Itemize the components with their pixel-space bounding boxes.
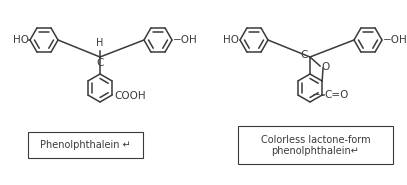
Text: HO: HO	[223, 35, 239, 45]
Text: Phenolphthalein ↵: Phenolphthalein ↵	[40, 140, 131, 150]
Text: HO: HO	[13, 35, 29, 45]
Text: phenolphthalein↵: phenolphthalein↵	[271, 146, 359, 156]
Text: C: C	[96, 58, 104, 68]
Text: C: C	[301, 50, 308, 60]
Text: C=O: C=O	[324, 90, 348, 100]
FancyBboxPatch shape	[28, 132, 143, 158]
Text: −: −	[313, 90, 321, 100]
Text: COOH: COOH	[114, 91, 146, 101]
FancyBboxPatch shape	[238, 126, 393, 164]
Text: O: O	[321, 62, 329, 72]
Text: −OH: −OH	[383, 35, 407, 45]
Text: H: H	[96, 38, 104, 48]
Text: Colorless lactone-form: Colorless lactone-form	[261, 135, 370, 145]
Text: −OH: −OH	[173, 35, 198, 45]
